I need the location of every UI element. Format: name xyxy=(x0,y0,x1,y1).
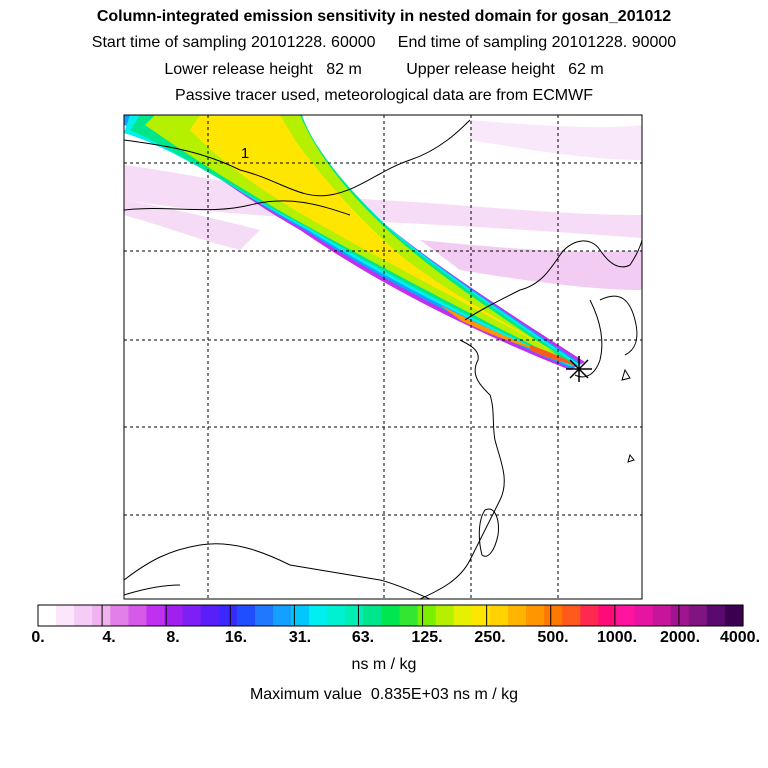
colorbar-cell xyxy=(634,605,654,626)
colorbar-cell xyxy=(688,605,708,626)
colorbar-cell xyxy=(508,605,527,626)
colorbar-cell xyxy=(345,605,364,626)
plot-title: Column-integrated emission sensitivity i… xyxy=(96,8,672,25)
colorbar-cell xyxy=(471,605,491,626)
colorbar-tick: 16. xyxy=(224,629,248,646)
colorbar-tick: 250. xyxy=(474,629,506,646)
colorbar-dividers xyxy=(101,605,680,626)
colorbar-tick: 0. xyxy=(31,629,45,646)
colorbar-cell xyxy=(110,605,129,626)
colorbar-cell xyxy=(363,605,383,626)
colorbar-frame xyxy=(37,604,744,627)
colorbar-tick: 1000. xyxy=(596,629,638,646)
colorbar-cell xyxy=(128,605,148,626)
contour-label: 1 xyxy=(241,145,249,162)
colorbar-cell xyxy=(670,605,690,626)
sampling-times: Start time of sampling 20101228. 60000 E… xyxy=(91,34,677,51)
plume-field xyxy=(124,115,642,370)
colorbar-tick: 4. xyxy=(102,629,116,646)
tracer-info: Passive tracer used, meteorological data… xyxy=(175,87,593,104)
map-frame xyxy=(123,114,643,600)
colorbar-cell xyxy=(164,605,184,626)
colorbar-cell xyxy=(435,605,455,626)
colorbar-cell xyxy=(200,605,220,626)
colorbar-cell xyxy=(291,605,310,626)
colorbar-cell xyxy=(544,605,563,626)
colorbar-cell xyxy=(273,605,292,626)
colorbar-cell xyxy=(146,605,166,626)
colorbar-tick: 63. xyxy=(351,629,375,646)
star-icon xyxy=(566,356,592,382)
colorbar-tick: 4000. xyxy=(719,629,761,646)
colorbar-cell xyxy=(724,605,744,626)
colorbar-cell xyxy=(417,605,437,626)
colorbar-cell xyxy=(616,605,636,626)
colorbar-tick: 2000. xyxy=(659,629,701,646)
colorbar-cell xyxy=(526,605,545,626)
colorbar-cell xyxy=(453,605,473,626)
colorbar-cell xyxy=(92,605,111,626)
colorbar-unit: ns m / kg xyxy=(351,656,417,673)
colorbar-tick: 125. xyxy=(411,629,443,646)
colorbar-cell xyxy=(562,605,581,626)
colorbar-tick: 31. xyxy=(288,629,312,646)
colorbar-cell xyxy=(652,605,672,626)
colorbar-cell xyxy=(489,605,509,626)
colorbar-tick: 8. xyxy=(166,629,180,646)
colorbar-tick: 500. xyxy=(537,629,569,646)
maximum-value: Maximum value 0.835E+03 ns m / kg xyxy=(249,686,519,703)
colorbar-cell xyxy=(309,605,328,626)
colorbar-cell xyxy=(236,605,256,626)
colorbar-cell xyxy=(706,605,726,626)
colorbar-cell xyxy=(580,605,599,626)
colorbar-cell xyxy=(218,605,238,626)
grid-lines xyxy=(124,115,642,599)
colorbar-cell xyxy=(381,605,401,626)
colorbar-cell xyxy=(74,605,93,626)
colorbar-cell xyxy=(399,605,419,626)
colorbar-cell xyxy=(327,605,346,626)
colorbar-cell xyxy=(182,605,202,626)
colorbar-cell xyxy=(38,605,57,626)
release-heights: Lower release height 82 m Upper release … xyxy=(164,61,604,78)
colorbar-cell xyxy=(598,605,618,626)
colorbar-cell xyxy=(56,605,75,626)
colorbar-cells xyxy=(38,605,744,626)
colorbar-cell xyxy=(254,605,274,626)
